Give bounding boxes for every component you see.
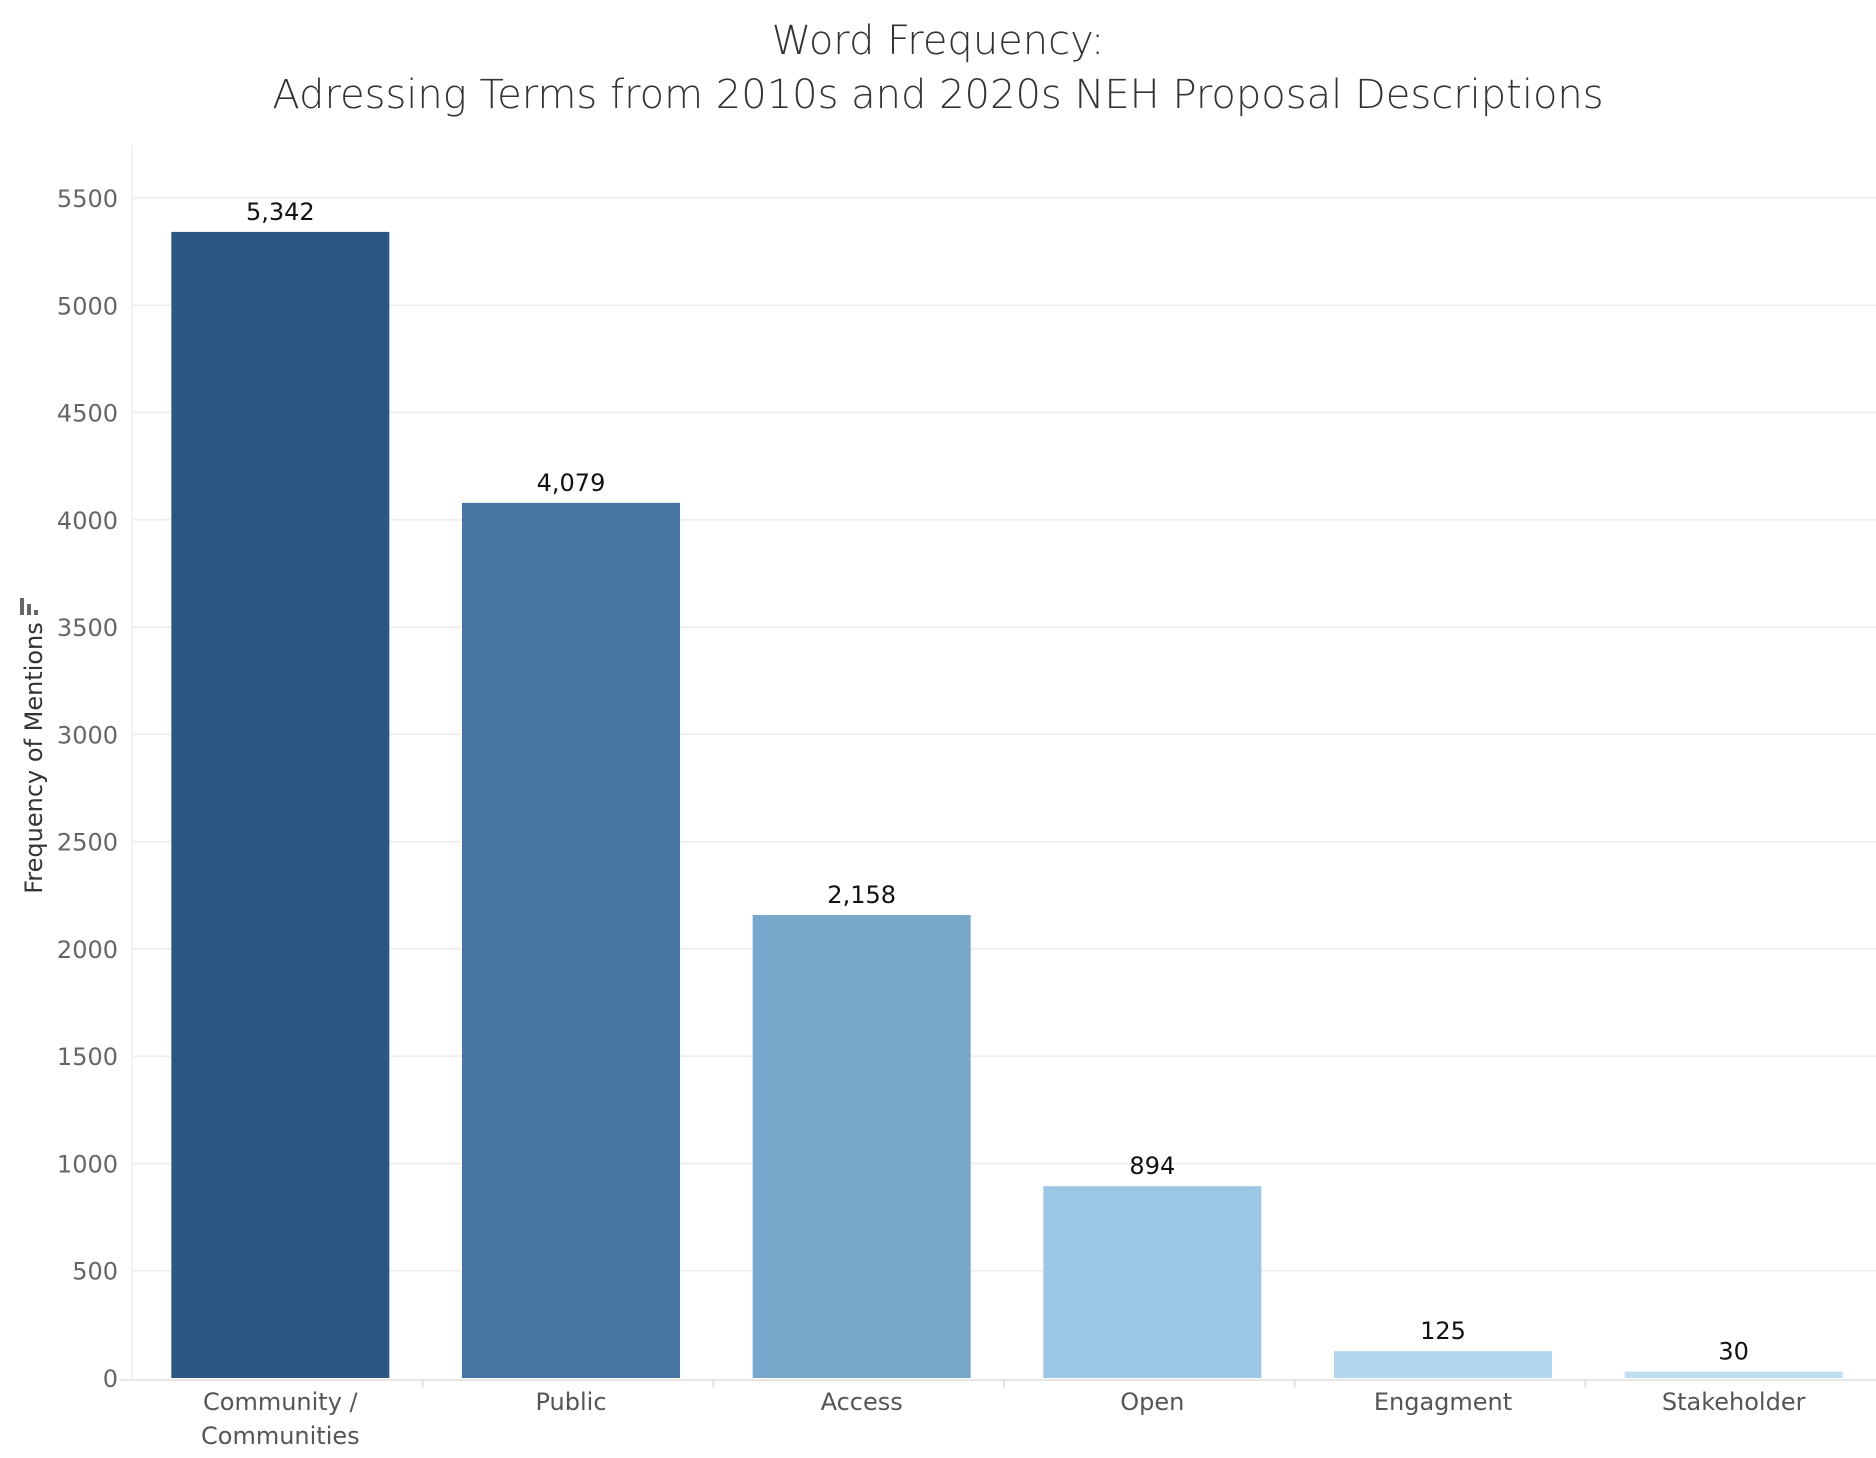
sort-icon[interactable]	[20, 598, 38, 615]
chart-title-line-2: Adressing Terms from 2010s and 2020s NEH…	[272, 72, 1604, 118]
x-category-label: Public	[535, 1388, 606, 1416]
y-tick-label: 2000	[57, 936, 118, 964]
x-category-label: Engagment	[1374, 1388, 1512, 1416]
y-tick-label: 3500	[57, 614, 118, 642]
bar[interactable]	[171, 231, 390, 1378]
y-axis-ticks: 0 500 1000 1500 2000 2500 3000 3500 4000 4500 5000…	[57, 185, 118, 1393]
y-axis-title: Frequency of Mentions	[20, 622, 48, 894]
y-tick-label: 2500	[57, 829, 118, 857]
y-tick-label: 5000	[57, 292, 118, 320]
data-label: 2,158	[827, 881, 896, 909]
y-tick-label: 4500	[57, 400, 118, 428]
x-axis-categories: Community / Communities Public Access Open En…	[201, 1388, 1806, 1450]
bar[interactable]	[1043, 1186, 1262, 1378]
bars	[171, 231, 1843, 1378]
y-tick-label: 1000	[57, 1150, 118, 1178]
bar[interactable]	[1334, 1351, 1552, 1378]
data-label: 894	[1129, 1152, 1175, 1180]
bar[interactable]	[462, 502, 680, 1378]
y-tick-label: 0	[103, 1365, 118, 1393]
chart-title-line-1: Word Frequency:	[771, 18, 1105, 64]
x-category-label: Community / Communities	[201, 1388, 360, 1450]
y-tick-label: 500	[72, 1258, 118, 1286]
y-tick-label: 4000	[57, 507, 118, 535]
data-label: 5,342	[246, 198, 315, 226]
y-tick-label: 3000	[57, 721, 118, 749]
y-tick-label: 1500	[57, 1043, 118, 1071]
x-category-label: Open	[1120, 1388, 1184, 1416]
data-labels: 5,342 4,079 2,158 894 125 30	[246, 198, 1749, 1366]
data-label: 125	[1420, 1317, 1466, 1345]
bar[interactable]	[1624, 1371, 1843, 1378]
gridlines	[120, 145, 1876, 1388]
data-label: 30	[1718, 1338, 1749, 1366]
x-category-label: Stakeholder	[1662, 1388, 1806, 1416]
x-category-label: Access	[821, 1388, 903, 1416]
y-tick-label: 5500	[57, 185, 118, 213]
data-label: 4,079	[537, 469, 606, 497]
bar[interactable]	[752, 915, 971, 1378]
y-axis-title-group: Frequency of Mentions	[20, 598, 48, 894]
